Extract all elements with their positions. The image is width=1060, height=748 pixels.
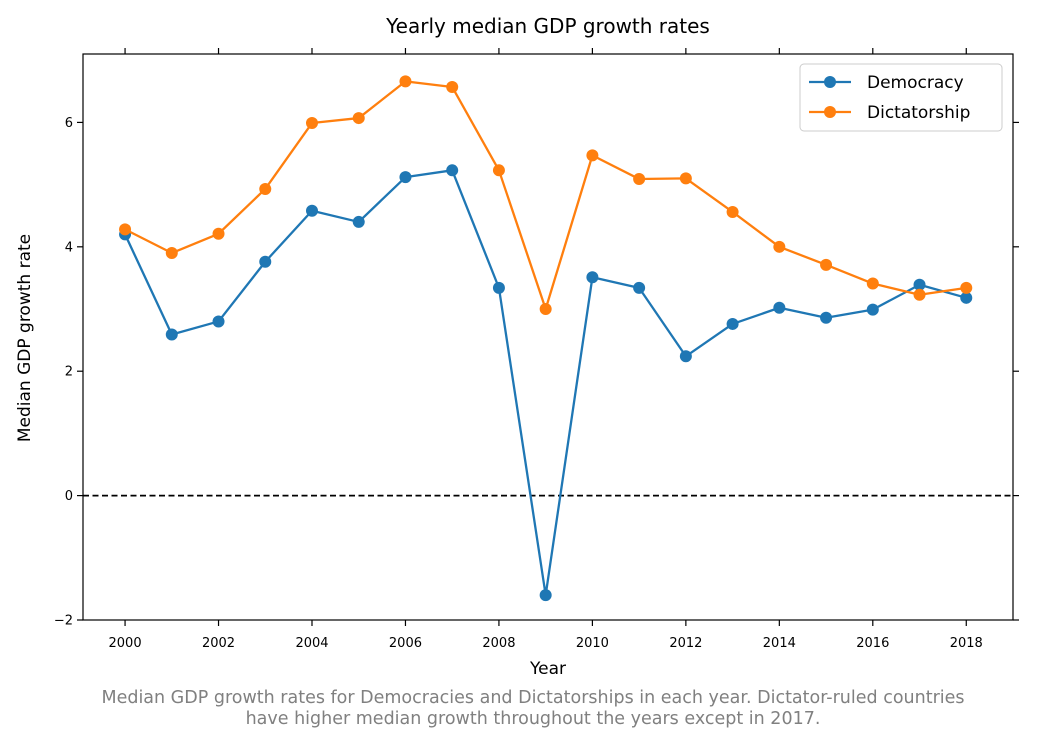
- y-tick-label: 2: [65, 365, 73, 380]
- legend-entry: Dictatorship: [867, 103, 970, 123]
- data-point: [726, 205, 739, 218]
- data-point: [866, 277, 879, 290]
- data-point: [820, 311, 833, 324]
- x-tick-label: 2016: [856, 636, 889, 651]
- y-tick-label: 6: [65, 116, 73, 131]
- legend: Democracy Dictatorship: [799, 63, 1003, 132]
- data-point: [633, 173, 646, 186]
- x-tick-label: 2018: [950, 636, 983, 651]
- data-point: [539, 303, 552, 316]
- data-point: [913, 278, 926, 291]
- series-dictatorship: [119, 75, 973, 316]
- caption-line-2: have higher median growth throughout the…: [245, 709, 821, 729]
- legend-marker: [824, 76, 836, 88]
- data-point: [820, 258, 833, 271]
- data-point: [866, 303, 879, 316]
- data-point: [913, 288, 926, 301]
- x-tick-label: 2004: [295, 636, 328, 651]
- data-point: [773, 240, 786, 253]
- x-tick-label: 2002: [202, 636, 235, 651]
- data-point: [773, 301, 786, 314]
- x-axis-ticks: 2000 2002 2004 2006 2008 2010 2012 2014 2016 2018: [109, 48, 983, 651]
- data-point: [399, 171, 412, 184]
- y-tick-label: 0: [65, 489, 73, 504]
- data-point: [586, 149, 599, 162]
- x-tick-label: 2008: [482, 636, 515, 651]
- data-point: [492, 164, 505, 177]
- y-tick-label: −2: [54, 614, 73, 629]
- y-axis-ticks: −2 0 2 4 6: [54, 116, 1019, 629]
- data-point: [633, 281, 646, 294]
- data-point: [165, 328, 178, 341]
- data-point: [446, 164, 459, 177]
- legend-box: [799, 63, 1003, 132]
- data-point: [679, 350, 692, 363]
- data-point: [212, 315, 225, 328]
- data-point: [212, 227, 225, 240]
- data-point: [352, 215, 365, 228]
- x-axis-label: Year: [529, 659, 566, 679]
- data-point: [352, 112, 365, 125]
- data-point: [539, 589, 552, 602]
- plot-frame: [82, 53, 1014, 621]
- data-point: [679, 172, 692, 185]
- data-point: [960, 281, 973, 294]
- chart-title: Yearly median GDP growth rates: [385, 14, 710, 38]
- data-point: [305, 117, 318, 130]
- x-tick-label: 2006: [389, 636, 422, 651]
- series-layer: [119, 75, 973, 602]
- data-point: [492, 281, 505, 294]
- data-point: [305, 204, 318, 217]
- x-tick-label: 2010: [576, 636, 609, 651]
- data-point: [259, 182, 272, 195]
- x-tick-label: 2014: [763, 636, 796, 651]
- data-point: [165, 247, 178, 260]
- data-point: [446, 80, 459, 93]
- data-point: [119, 223, 132, 236]
- series-democracy: [119, 164, 973, 602]
- legend-entry: Democracy: [867, 73, 964, 93]
- series-line: [124, 169, 967, 597]
- plot-area: [82, 53, 1014, 621]
- figure-caption: Median GDP growth rates for Democracies …: [0, 688, 1060, 730]
- x-tick-label: 2012: [669, 636, 702, 651]
- y-tick-label: 4: [65, 240, 73, 255]
- data-point: [960, 291, 973, 304]
- data-point: [259, 255, 272, 268]
- caption-line-1: Median GDP growth rates for Democracies …: [101, 688, 965, 708]
- data-point: [399, 75, 412, 88]
- data-point: [726, 317, 739, 330]
- legend-marker: [824, 106, 836, 118]
- data-point: [586, 271, 599, 284]
- y-axis-label: Median GDP growth rate: [15, 234, 35, 442]
- x-tick-label: 2000: [109, 636, 142, 651]
